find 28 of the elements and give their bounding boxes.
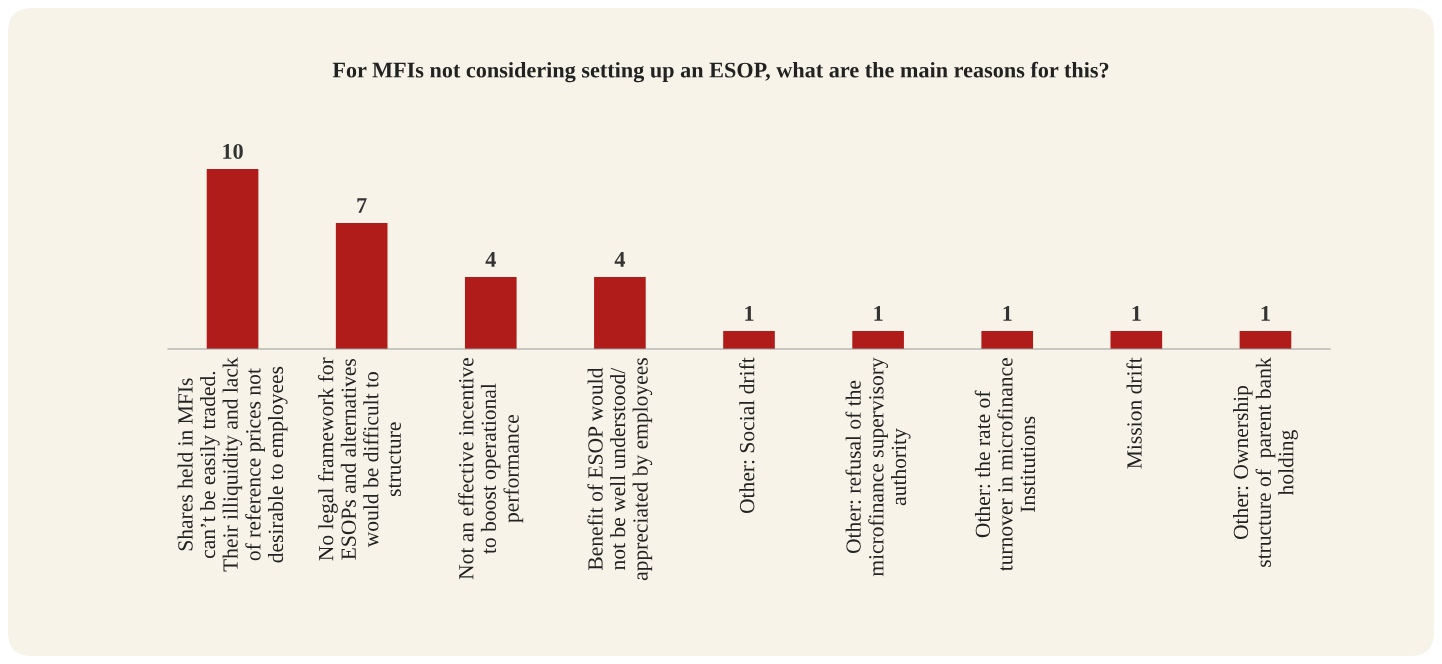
x-tick-label: Mission drift <box>1126 357 1142 469</box>
data-label: 4 <box>485 252 496 267</box>
bar <box>1110 331 1163 349</box>
bar <box>594 277 646 349</box>
data-label: 1 <box>874 306 883 321</box>
data-label: 1 <box>1132 306 1141 321</box>
bar <box>1239 331 1292 349</box>
data-label: 1 <box>1261 306 1270 321</box>
data-label: 1 <box>1003 306 1012 321</box>
chart-title: For MFIs not considering setting up an ESOP, what are the main reasons for this? <box>332 61 1109 83</box>
data-label: 10 <box>223 143 243 159</box>
x-tick-label: Shares held in MFIs can’t be easily traded. Their illiquidity and lack of reference prices not desirable to employees <box>177 357 288 572</box>
x-tick-label: No legal framework for ESOPs and alternatives would be difficult to structure <box>318 357 401 561</box>
data-label: 7 <box>357 198 367 213</box>
bar <box>206 169 259 349</box>
x-tick-label: Not an effective incentive to boost operational performance <box>458 358 524 580</box>
bar <box>335 223 388 349</box>
x-tick-label: Other: Ownership structure of parent bank holding <box>1233 357 1298 567</box>
x-tick-label: Other: Social drift <box>739 357 755 514</box>
bar <box>852 331 904 349</box>
data-label: 4 <box>614 252 626 267</box>
bar <box>981 331 1034 349</box>
data-label: 1 <box>745 306 754 321</box>
bar <box>723 331 775 349</box>
bar <box>464 277 517 349</box>
x-tick-label: Benefit of ESOP would not be well understood/ appreciated by employees <box>587 358 653 581</box>
x-tick-label: Other: refusal of the microfinance supervisory authority <box>845 357 911 577</box>
x-tick-label: Other: the rate of turnover in microfinance Institutions <box>974 358 1036 572</box>
